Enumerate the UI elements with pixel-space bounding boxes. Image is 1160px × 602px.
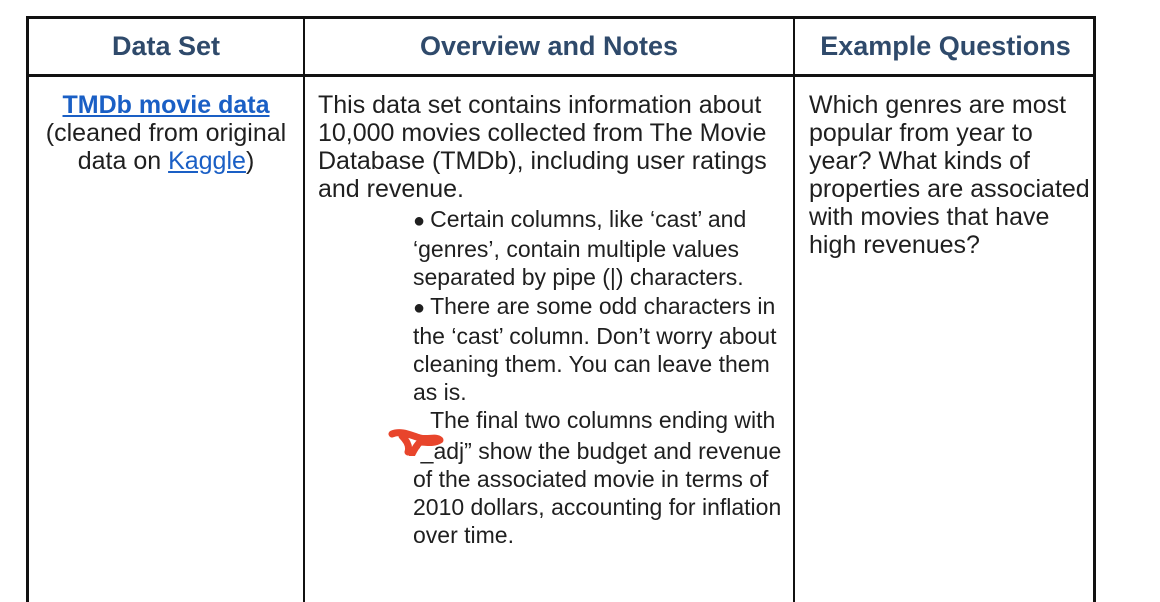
- list-item: ● There are some odd characters in the ‘c…: [413, 292, 785, 407]
- bullet-icon: ●: [413, 210, 426, 232]
- data-set-description: (cleaned from original data on: [45, 119, 287, 175]
- note-text: There are some odd characters in the ‘ca…: [413, 292, 777, 406]
- data-set-description-end: ): [245, 147, 255, 175]
- header-data-set: Data Set: [111, 31, 221, 61]
- header-example-questions: Example Questions: [820, 31, 1071, 61]
- column-divider: [793, 19, 795, 602]
- note-text: The final two columns ending with “_adj”…: [413, 407, 782, 549]
- overview-cell: This data set contains information about…: [318, 91, 788, 549]
- list-item: ● Certain columns, like ‘cast’ and ‘genre…: [413, 205, 785, 292]
- table-header-row: Data Set Overview and Notes Example Ques…: [29, 19, 1093, 77]
- tmdb-movie-data-link[interactable]: TMDb movie data: [62, 91, 270, 119]
- header-overview: Overview and Notes: [419, 31, 679, 61]
- notes-list: ● Certain columns, like ‘cast’ and ‘genre…: [413, 205, 785, 549]
- annotation-scribble-icon: [388, 429, 444, 456]
- note-text: Certain columns, like ‘cast’ and ‘genres…: [413, 206, 747, 291]
- example-questions-cell: Which genres are most popular from year …: [809, 91, 1090, 259]
- kaggle-link[interactable]: Kaggle: [168, 147, 246, 175]
- list-item: ●The final two columns ending with “_adj…: [413, 406, 785, 549]
- data-table: Data Set Overview and Notes Example Ques…: [26, 16, 1096, 602]
- data-set-cell: TMDb movie data (cleaned from original d…: [29, 91, 303, 175]
- overview-intro: This data set contains information about…: [318, 91, 767, 203]
- bullet-icon: ●: [413, 296, 426, 319]
- column-divider: [303, 19, 305, 602]
